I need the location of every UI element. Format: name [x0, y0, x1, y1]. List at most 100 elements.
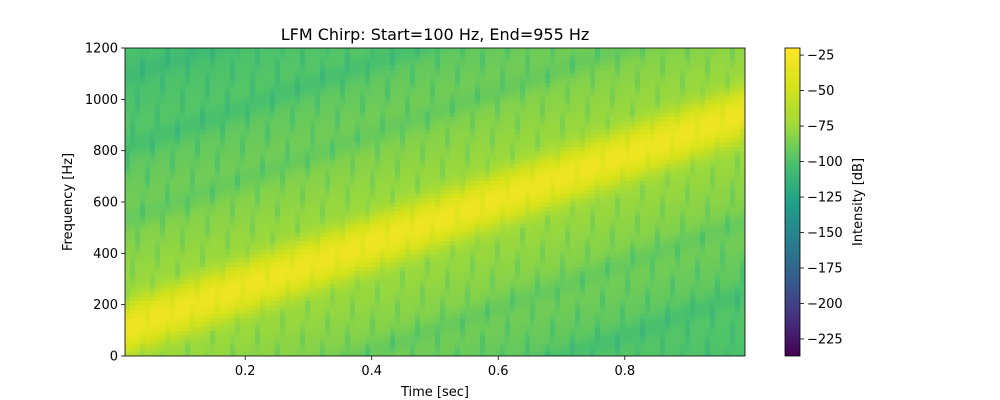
- heatmap-cell: [220, 304, 226, 310]
- heatmap-cell: [375, 107, 381, 113]
- heatmap-cell: [235, 129, 241, 135]
- heatmap-cell: [350, 159, 356, 165]
- heatmap-cell: [275, 125, 281, 130]
- heatmap-cell: [325, 300, 331, 306]
- heatmap-cell: [330, 270, 336, 276]
- heatmap-cell: [360, 77, 366, 83]
- heatmap-cell: [345, 206, 351, 212]
- heatmap-cell: [145, 65, 151, 70]
- heatmap-cell: [460, 244, 466, 250]
- heatmap-cell: [245, 231, 251, 237]
- heatmap-cell: [245, 184, 251, 190]
- heatmap-cell: [345, 103, 351, 109]
- heatmap-cell: [305, 334, 311, 340]
- heatmap-cell: [265, 172, 271, 177]
- heatmap-cell: [425, 261, 431, 267]
- heatmap-cell: [285, 326, 291, 331]
- heatmap-cell: [150, 210, 156, 216]
- heatmap-cell: [300, 326, 306, 331]
- heatmap-cell: [295, 270, 301, 276]
- heatmap-cell: [380, 167, 386, 173]
- heatmap-cell: [355, 163, 361, 169]
- heatmap-cell: [165, 291, 171, 297]
- heatmap-cell: [470, 296, 476, 301]
- heatmap-cell: [320, 343, 326, 349]
- heatmap-cell: [190, 210, 196, 216]
- heatmap-cell: [400, 343, 406, 349]
- heatmap-cell: [290, 210, 296, 216]
- heatmap-cell: [340, 69, 346, 75]
- heatmap-cell: [205, 291, 211, 297]
- heatmap-cell: [465, 107, 471, 113]
- heatmap-cell: [315, 343, 321, 349]
- heatmap-cell: [160, 163, 166, 169]
- heatmap-cell: [135, 279, 141, 284]
- heatmap-cell: [305, 253, 311, 259]
- heatmap-cell: [325, 77, 331, 83]
- heatmap-cell: [175, 206, 181, 212]
- heatmap-cell: [405, 317, 411, 323]
- heatmap-cell: [140, 206, 146, 212]
- heatmap-cell: [215, 249, 221, 254]
- heatmap-cell: [325, 95, 331, 100]
- heatmap-cell: [205, 176, 211, 182]
- heatmap-cell: [410, 296, 416, 301]
- heatmap-cell: [270, 56, 276, 62]
- heatmap-cell: [440, 172, 446, 177]
- heatmap-cell: [230, 176, 236, 182]
- heatmap-cell: [400, 330, 406, 336]
- heatmap-cell: [400, 69, 406, 75]
- heatmap-cell: [160, 283, 166, 289]
- heatmap-cell: [250, 279, 256, 284]
- heatmap-cell: [175, 240, 181, 246]
- heatmap-cell: [365, 120, 371, 126]
- heatmap-cell: [175, 163, 181, 169]
- heatmap-cell: [350, 347, 356, 353]
- heatmap-cell: [355, 253, 361, 259]
- heatmap-cell: [205, 326, 211, 331]
- heatmap-cell: [380, 274, 386, 280]
- heatmap-cell: [395, 154, 401, 160]
- heatmap-cell: [400, 163, 406, 169]
- heatmap-cell: [235, 236, 241, 242]
- heatmap-cell: [170, 116, 176, 122]
- heatmap-cell: [225, 150, 231, 156]
- heatmap-cell: [390, 116, 396, 122]
- heatmap-cell: [355, 120, 361, 126]
- heatmap-cell: [235, 133, 241, 139]
- heatmap-cell: [420, 253, 426, 259]
- heatmap-cell: [390, 133, 396, 139]
- heatmap-cell: [270, 189, 276, 195]
- heatmap-cell: [430, 69, 436, 75]
- heatmap-cell: [240, 197, 246, 203]
- heatmap-cell: [355, 291, 361, 297]
- heatmap-cell: [195, 266, 201, 272]
- heatmap-cell: [410, 90, 416, 96]
- heatmap-cell: [335, 330, 341, 336]
- heatmap-cell: [175, 197, 181, 203]
- heatmap-cell: [345, 274, 351, 280]
- heatmap-cell: [220, 236, 226, 242]
- heatmap-cell: [240, 240, 246, 246]
- heatmap-cell: [205, 48, 211, 53]
- heatmap-cell: [305, 321, 311, 327]
- heatmap-cell: [460, 125, 466, 130]
- heatmap-cell: [380, 317, 386, 323]
- heatmap-cell: [260, 163, 266, 169]
- heatmap-cell: [245, 257, 251, 263]
- heatmap-cell: [305, 236, 311, 242]
- heatmap-cell: [320, 116, 326, 122]
- heatmap-cell: [330, 313, 336, 319]
- heatmap-cell: [310, 214, 316, 220]
- heatmap-cell: [295, 334, 301, 340]
- heatmap-cell: [430, 73, 436, 79]
- heatmap-cell: [285, 274, 291, 280]
- heatmap-cell: [170, 308, 176, 314]
- heatmap-cell: [320, 291, 326, 297]
- heatmap-cell: [340, 99, 346, 105]
- heatmap-cell: [280, 180, 286, 186]
- heatmap-cell: [350, 56, 356, 62]
- heatmap-cell: [360, 338, 366, 344]
- heatmap-cell: [190, 65, 196, 70]
- heatmap-cell: [400, 116, 406, 122]
